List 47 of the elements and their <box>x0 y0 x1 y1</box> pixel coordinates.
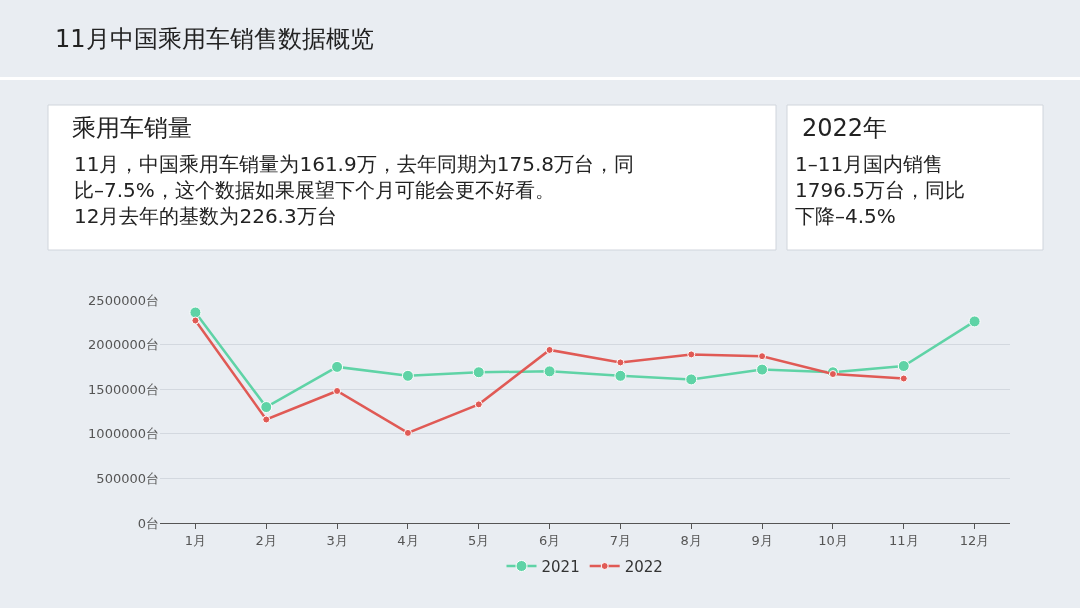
point <box>262 415 271 424</box>
point <box>191 316 200 325</box>
y-tick-label: 2000000台 <box>88 337 159 353</box>
point <box>333 386 342 395</box>
chart-title: 11月中国乘用车销售数据概览 <box>55 24 374 53</box>
point <box>897 360 910 373</box>
point <box>331 360 344 373</box>
x-tick-label: 9月 <box>751 532 773 548</box>
point <box>758 352 767 361</box>
point <box>685 373 698 386</box>
point <box>614 369 627 382</box>
point <box>545 345 554 354</box>
x-tick-label: 6月 <box>538 532 561 548</box>
x-tick-label: 8月 <box>680 532 702 548</box>
point <box>472 366 485 379</box>
text: 乘用车销量 <box>72 114 192 142</box>
point <box>756 363 769 376</box>
x-tick-label: 2月 <box>255 532 277 548</box>
x-tick-label: 12月 <box>959 532 990 548</box>
point <box>828 370 837 379</box>
x-tick-label: 5月 <box>468 532 490 548</box>
point <box>403 428 412 437</box>
point <box>687 350 696 359</box>
point <box>260 401 273 414</box>
text: 11月，中国乘用车销量为161.9万，去年同期为175.8万台，同比–7.5%，这个数据如果展望下个月可能会更不好看。 12月去年的基数为226.3万台 <box>74 152 634 228</box>
legend-label: 2021 <box>541 557 580 576</box>
y-tick-label: 0台 <box>137 515 159 531</box>
point <box>474 400 483 409</box>
x-tick-label: 10月 <box>818 532 848 548</box>
point <box>968 315 981 328</box>
x-tick-label: 4月 <box>397 532 419 548</box>
point <box>543 365 556 378</box>
y-tick-label: 1500000台 <box>88 381 159 397</box>
text: 2022年 <box>802 114 888 142</box>
point <box>401 369 414 382</box>
point <box>189 306 202 319</box>
point <box>899 374 908 383</box>
point <box>616 358 625 367</box>
legend-label: 2022 <box>624 557 663 576</box>
text: 1–11月国内销售 1796.5万台，同比下降–4.5% <box>795 152 965 228</box>
x-tick-label: 1月 <box>184 532 207 548</box>
x-tick-label: 7月 <box>609 532 632 548</box>
x-tick-label: 3月 <box>326 532 348 548</box>
x-tick-label: 11月 <box>888 532 919 548</box>
y-tick-label: 2500000台 <box>88 292 159 308</box>
y-tick-label: 1000000台 <box>88 426 159 442</box>
y-tick-label: 500000台 <box>96 470 159 486</box>
